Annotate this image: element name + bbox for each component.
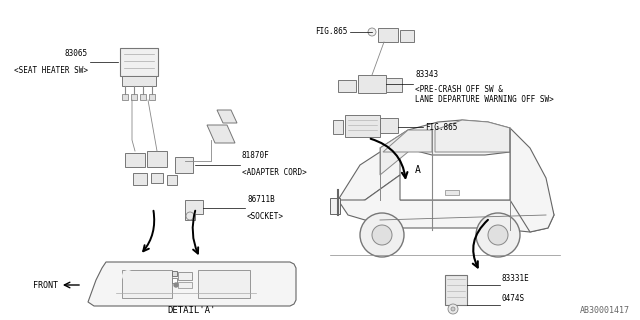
Circle shape xyxy=(372,225,392,245)
Bar xyxy=(178,282,192,288)
Text: 83343: 83343 xyxy=(415,70,438,79)
Polygon shape xyxy=(88,262,296,306)
Text: 0474S: 0474S xyxy=(502,294,525,303)
Polygon shape xyxy=(383,130,432,152)
Bar xyxy=(172,278,177,283)
Bar xyxy=(198,270,250,298)
Polygon shape xyxy=(125,153,145,167)
Bar xyxy=(345,115,380,137)
Bar xyxy=(131,94,137,100)
Bar xyxy=(400,30,414,42)
Polygon shape xyxy=(435,120,510,152)
Text: <SOCKET>: <SOCKET> xyxy=(247,212,284,221)
Circle shape xyxy=(488,225,508,245)
Bar xyxy=(178,272,192,280)
Circle shape xyxy=(368,28,376,36)
Polygon shape xyxy=(185,200,203,220)
Text: <PRE-CRASH OFF SW &: <PRE-CRASH OFF SW & xyxy=(415,85,503,94)
Circle shape xyxy=(451,307,455,311)
Polygon shape xyxy=(151,173,163,183)
Text: A: A xyxy=(415,165,421,175)
Bar xyxy=(358,75,386,93)
Text: FIG.865: FIG.865 xyxy=(425,123,458,132)
Text: 86711B: 86711B xyxy=(247,195,275,204)
Bar xyxy=(386,78,402,92)
Bar xyxy=(172,271,177,276)
Text: <ADAPTER CORD>: <ADAPTER CORD> xyxy=(242,168,307,177)
Text: <SEAT HEATER SW>: <SEAT HEATER SW> xyxy=(14,66,88,75)
Bar xyxy=(140,94,146,100)
Bar xyxy=(445,275,467,305)
Bar xyxy=(338,80,356,92)
Bar xyxy=(122,94,128,100)
Text: FIG.865: FIG.865 xyxy=(316,28,348,36)
Polygon shape xyxy=(338,148,400,205)
Bar xyxy=(378,28,398,42)
Polygon shape xyxy=(175,157,193,173)
Circle shape xyxy=(360,213,404,257)
Polygon shape xyxy=(380,120,510,155)
Polygon shape xyxy=(120,48,158,76)
Circle shape xyxy=(476,213,520,257)
Polygon shape xyxy=(122,76,156,86)
Bar xyxy=(333,120,343,134)
Polygon shape xyxy=(133,173,147,185)
Circle shape xyxy=(186,212,194,220)
Polygon shape xyxy=(207,125,235,143)
Polygon shape xyxy=(380,130,408,175)
Circle shape xyxy=(122,270,134,282)
Text: LANE DEPARTURE WARNING OFF SW>: LANE DEPARTURE WARNING OFF SW> xyxy=(415,95,554,104)
Bar xyxy=(445,190,459,195)
Polygon shape xyxy=(217,110,237,123)
Polygon shape xyxy=(147,151,167,167)
Text: FRONT: FRONT xyxy=(33,281,58,290)
Text: 81870F: 81870F xyxy=(242,151,269,160)
Text: AB30001417: AB30001417 xyxy=(580,306,630,315)
Text: DETAIL'A': DETAIL'A' xyxy=(168,306,216,315)
Text: 83331E: 83331E xyxy=(502,274,530,283)
Polygon shape xyxy=(510,128,554,232)
Bar xyxy=(330,198,340,214)
Polygon shape xyxy=(338,175,554,232)
Polygon shape xyxy=(167,175,177,185)
Circle shape xyxy=(448,304,458,314)
Bar xyxy=(122,270,172,298)
Bar xyxy=(380,118,398,133)
Bar xyxy=(149,94,155,100)
Text: 83065: 83065 xyxy=(65,49,88,58)
Circle shape xyxy=(174,283,178,287)
